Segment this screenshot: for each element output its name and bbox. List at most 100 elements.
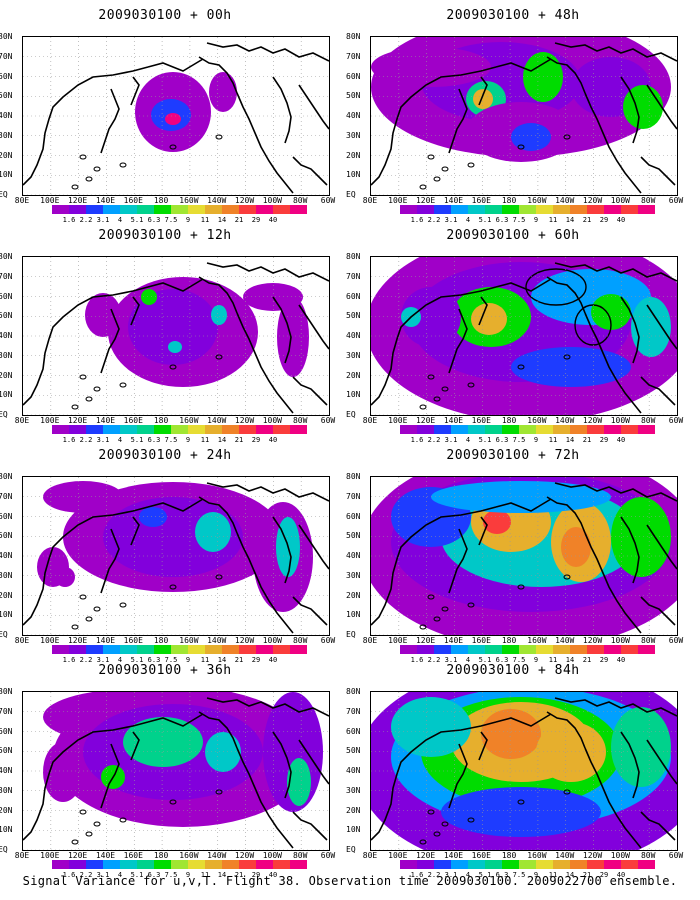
colorbar-swatch [621, 860, 638, 869]
colorbar-swatch [290, 645, 307, 654]
colorbar-label: 6.3 [495, 216, 509, 224]
lon-tick-label: 100W [610, 851, 630, 860]
colorbar-swatch [553, 425, 570, 434]
lon-tick-label: 80E [362, 416, 378, 425]
variance-contour [441, 787, 601, 837]
lon-tick-label: 180 [501, 851, 517, 860]
lon-tick-label: 120W [234, 851, 255, 860]
map-plot [23, 692, 329, 850]
colorbar-swatch [400, 425, 417, 434]
colorbar-swatch [485, 860, 502, 869]
colorbar-swatch [485, 205, 502, 214]
colorbar [52, 425, 307, 434]
colorbar-swatch [638, 645, 655, 654]
colorbar-label: 40 [268, 436, 278, 444]
colorbar-swatch [256, 205, 273, 214]
lon-tick-label: 80E [14, 636, 30, 645]
colorbar-swatch [485, 645, 502, 654]
colorbar-swatch [519, 860, 536, 869]
lat-tick-label: 30N [0, 785, 13, 795]
colorbar-swatch [154, 645, 171, 654]
colorbar-swatch [120, 425, 137, 434]
lat-tick-label: 30N [346, 570, 361, 580]
colorbar-label: 5.1 [130, 871, 144, 879]
colorbar-label: 5.1 [478, 216, 492, 224]
lat-tick-label: 70N [346, 51, 361, 61]
colorbar-swatch [604, 425, 621, 434]
colorbar-swatch [137, 425, 154, 434]
variance-contour [523, 52, 563, 102]
colorbar-swatch [188, 860, 205, 869]
colorbar-label: 29 [599, 656, 609, 664]
lon-tick-label: 80W [292, 416, 308, 425]
variance-contour [391, 697, 471, 757]
colorbar-swatch [222, 425, 239, 434]
lat-tick-label: 70N [0, 706, 13, 716]
variance-contour [139, 507, 167, 527]
colorbar-label: 1.6 [410, 656, 424, 664]
lat-tick-label: 60N [346, 71, 361, 81]
colorbar-label: 5.1 [478, 436, 492, 444]
colorbar-swatch [621, 205, 638, 214]
colorbar-swatch [468, 860, 485, 869]
lat-tick-label: 80N [346, 32, 361, 41]
colorbar-label: 11 [548, 216, 558, 224]
colorbar-swatch [417, 645, 434, 654]
colorbar-swatch [86, 425, 103, 434]
colorbar-label: 3.1 [444, 436, 458, 444]
colorbar-swatch [222, 645, 239, 654]
colorbar-label: 9 [185, 216, 191, 224]
map-plot [371, 37, 677, 195]
lon-tick-label: 140E [443, 851, 464, 860]
lat-tick-label: 30N [346, 785, 361, 795]
lat-tick-label: 40N [0, 111, 13, 120]
lat-tick-label: 20N [0, 805, 13, 815]
colorbar-swatch [273, 645, 290, 654]
lon-tick-label: 100W [610, 416, 630, 425]
lon-tick-label: 120E [415, 636, 436, 645]
lon-tick-label: 80E [14, 196, 30, 205]
lat-tick-label: 70N [0, 491, 13, 501]
colorbar-label: 21 [582, 656, 592, 664]
lat-tick-label: 50N [346, 531, 361, 541]
colorbar-swatch [400, 860, 417, 869]
panel-title: 2009030100 + 36h [98, 663, 232, 678]
colorbar-label: 21 [234, 871, 244, 879]
colorbar-swatch [621, 425, 638, 434]
lat-tick-label: EQ [0, 410, 8, 419]
colorbar-swatch [536, 860, 553, 869]
colorbar-label: 11 [548, 436, 558, 444]
lon-tick-label: 80E [362, 851, 378, 860]
lon-tick-label: 160W [179, 196, 199, 205]
colorbar-label: 4 [117, 656, 123, 664]
lon-tick-label: 120W [582, 636, 603, 645]
lat-tick-label: 50N [346, 91, 361, 101]
lon-tick-label: 100E [388, 196, 408, 205]
panel-24h: 2009030100 + 24h 80N 70N 60N 50N 40N 30N 20N 10… [0, 448, 335, 670]
colorbar-swatch [553, 645, 570, 654]
lat-tick-label: 10N [0, 825, 13, 835]
colorbar-label: 1.6 [410, 436, 424, 444]
lon-tick-label: 60W [668, 416, 684, 425]
lat-tick-label: 60N [346, 726, 361, 736]
lat-tick-label: 60N [346, 511, 361, 521]
variance-contour [165, 113, 181, 125]
lon-tick-label: 60W [668, 196, 684, 205]
lat-tick-label: 10N [346, 610, 361, 620]
colorbar-label: 14 [565, 216, 575, 224]
variance-contour [209, 72, 237, 112]
lat-tick-label: 60N [0, 291, 13, 301]
colorbar-label: 9 [533, 871, 539, 879]
colorbar-label: 6.3 [495, 436, 509, 444]
colorbar-label: 2.2 [427, 871, 441, 879]
map-plot [23, 477, 329, 635]
lat-tick-label: 10N [346, 390, 361, 400]
colorbar-label: 40 [268, 216, 278, 224]
lon-tick-label: 100W [262, 416, 282, 425]
lat-tick-label: EQ [346, 630, 356, 639]
colorbar-swatch [171, 645, 188, 654]
colorbar-swatch [69, 860, 86, 869]
lon-tick-label: 140E [95, 196, 116, 205]
colorbar-swatch [256, 645, 273, 654]
colorbar-swatch [570, 860, 587, 869]
